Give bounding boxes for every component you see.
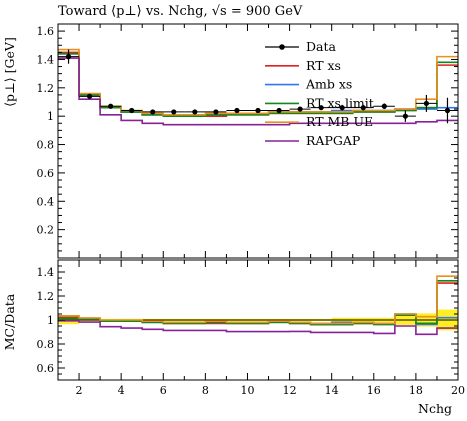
x-tick-label: 4 <box>118 384 125 397</box>
data-point <box>331 104 353 111</box>
y-tick-label: 1 <box>47 110 54 123</box>
x-tick-label: 14 <box>325 384 339 397</box>
data-point-marker <box>234 107 240 114</box>
x-tick-label: 8 <box>202 384 209 397</box>
data-point <box>100 103 122 109</box>
y-axis-label: ⟨p⊥⟩ [GeV] <box>2 37 17 107</box>
main-ticks-group: 0.2 0.4 0.6 0.8 1 1.2 1.4 1.6 <box>37 24 459 258</box>
series-rapgap <box>58 57 458 126</box>
data-point <box>352 104 374 111</box>
data-point-marker <box>171 109 177 115</box>
data-point <box>58 49 80 64</box>
ratio-y-tick-label: 1 <box>47 314 54 327</box>
data-point-marker <box>65 54 72 60</box>
x-tick-label: 16 <box>367 384 381 397</box>
data-point <box>79 93 101 99</box>
main-series-group <box>58 48 458 126</box>
y-tick-label: 1.2 <box>37 82 55 95</box>
data-point-marker <box>339 105 345 111</box>
x-axis-label: Nchg <box>418 401 452 416</box>
ratio-y-tick-label: 0.8 <box>37 338 55 351</box>
y-tick-label: 0.6 <box>37 167 55 180</box>
ratio-y-tick-label: 1.2 <box>37 290 55 303</box>
legend-label: Amb xs <box>305 77 352 92</box>
data-point <box>121 107 143 114</box>
y-tick-label: 0.4 <box>37 195 55 208</box>
data-point <box>142 109 164 115</box>
ratio-panel: 2 4 6 8 10 12 14 16 18 20 0.6 0.8 1 1.2 1.4 <box>37 259 465 397</box>
data-point-marker <box>444 107 451 114</box>
legend-label: RT MB UE <box>306 114 373 129</box>
data-point-marker <box>192 109 198 115</box>
data-point-marker <box>150 109 156 115</box>
legend: Data RT xs Amb xs RT xs limit RT MB UE RAPGAP <box>265 39 374 148</box>
legend-label: RAPGAP <box>306 133 360 148</box>
data-point <box>394 110 416 122</box>
main-plot-frame <box>57 23 459 259</box>
ratio-ticks-group: 2 4 6 8 10 12 14 16 18 20 0.6 0.8 1 1.2 1.4 <box>37 260 465 397</box>
data-point <box>436 97 458 124</box>
data-point-marker <box>129 107 135 114</box>
data-point-marker <box>381 103 387 109</box>
ratio-y-tick-label: 0.6 <box>37 362 55 375</box>
data-point <box>247 107 269 114</box>
series-rt-mb-ue <box>58 48 458 116</box>
data-point-marker <box>360 105 366 111</box>
x-tick-label: 6 <box>160 384 167 397</box>
x-tick-label: 20 <box>451 384 465 397</box>
legend-entry-amb-xs: Amb xs <box>265 77 352 92</box>
legend-label: Data <box>306 39 336 54</box>
x-tick-label: 18 <box>409 384 423 397</box>
data-point <box>289 106 311 112</box>
data-point-marker <box>318 105 324 111</box>
chart-title: Toward ⟨p⊥⟩ vs. Nchg, √s = 900 GeV <box>58 4 303 19</box>
data-point <box>205 109 227 115</box>
data-point <box>184 109 206 115</box>
y-tick-label: 1.6 <box>37 25 55 38</box>
data-point <box>226 107 248 114</box>
y-tick-label: 1.4 <box>37 53 55 66</box>
data-point <box>373 103 395 110</box>
data-point-marker <box>423 100 430 107</box>
data-point-marker <box>255 107 261 114</box>
data-point-marker <box>297 106 303 112</box>
ratio-y-tick-label: 1.4 <box>37 266 55 279</box>
ratio-rapgap <box>58 320 458 336</box>
x-tick-label: 10 <box>240 384 254 397</box>
data-point <box>415 94 437 112</box>
data-point <box>268 107 290 114</box>
legend-entry-rt-xs: RT xs <box>265 58 341 73</box>
data-point-marker <box>402 113 408 119</box>
main-panel: 0.2 0.4 0.6 0.8 1 1.2 1.4 1.6 Data RT xs Amb xs RT… <box>37 23 459 259</box>
data-point-marker <box>108 103 114 109</box>
legend-entry-rt-xs-limit: RT xs limit <box>265 95 374 110</box>
legend-label: RT xs limit <box>306 95 374 110</box>
data-point-marker <box>86 93 93 99</box>
data-point <box>310 105 332 111</box>
data-point-marker <box>276 107 282 114</box>
legend-entry-data: Data <box>265 39 336 54</box>
data-point-marker <box>213 109 219 115</box>
legend-entry-rt-mb-ue: RT MB UE <box>265 114 373 129</box>
y-tick-label: 0.2 <box>37 224 55 237</box>
x-tick-label: 12 <box>283 384 297 397</box>
legend-entry-rapgap: RAPGAP <box>265 133 360 148</box>
data-point <box>163 109 185 115</box>
x-tick-label: 2 <box>76 384 83 397</box>
y-tick-label: 0.8 <box>37 139 55 152</box>
legend-marker <box>279 44 285 50</box>
legend-label: RT xs <box>306 58 341 73</box>
ratio-series-group <box>58 275 458 336</box>
data-points-group <box>58 49 458 124</box>
ratio-y-axis-label: MC/Data <box>2 293 17 350</box>
ratio-rt-mb-ue <box>58 275 458 325</box>
